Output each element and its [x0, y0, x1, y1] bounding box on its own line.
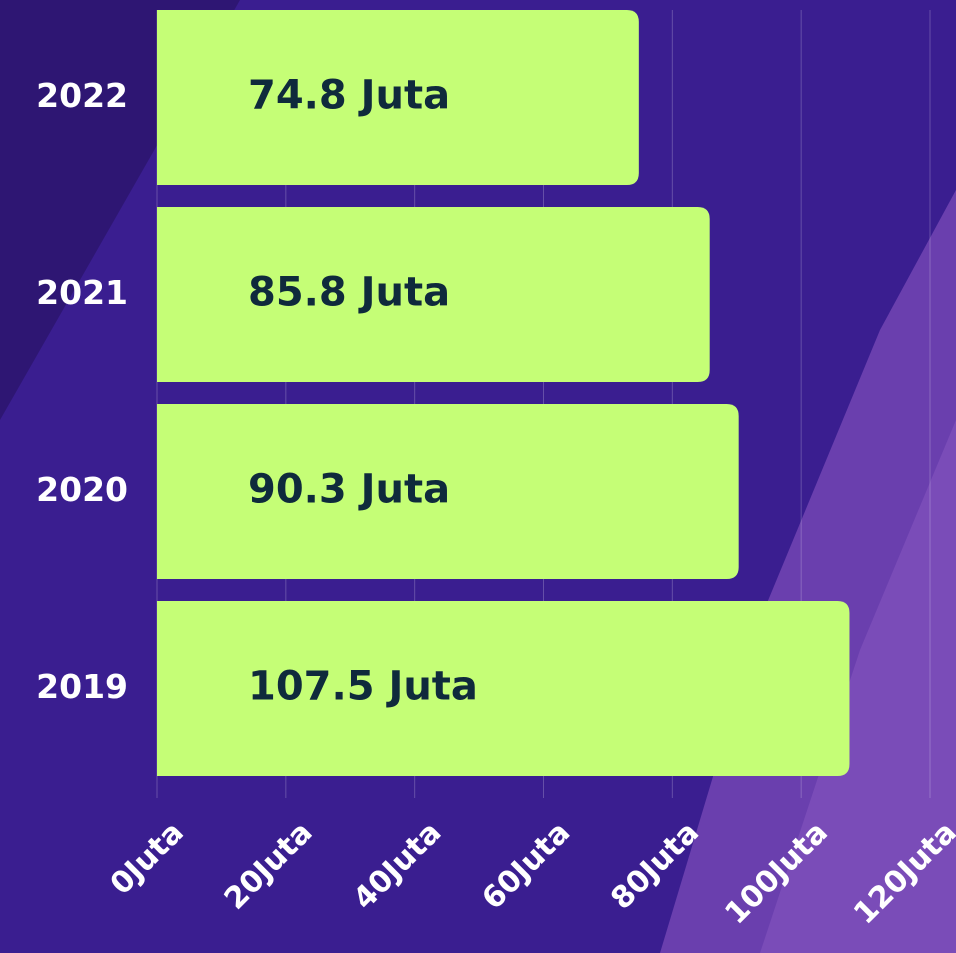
bar: [157, 601, 850, 776]
bar: [157, 404, 739, 579]
value-label: 90.3 Juta: [248, 467, 450, 513]
value-label: 107.5 Juta: [248, 664, 478, 710]
y-tick-label: 2020: [36, 470, 128, 509]
y-tick-label: 2022: [36, 76, 128, 115]
value-label: 85.8 Juta: [248, 270, 450, 316]
bar: [157, 10, 639, 185]
y-tick-label: 2021: [36, 273, 128, 312]
value-label: 74.8 Juta: [248, 73, 450, 119]
bar: [157, 207, 710, 382]
background-shape: [760, 420, 956, 953]
y-tick-label: 2019: [36, 667, 128, 706]
